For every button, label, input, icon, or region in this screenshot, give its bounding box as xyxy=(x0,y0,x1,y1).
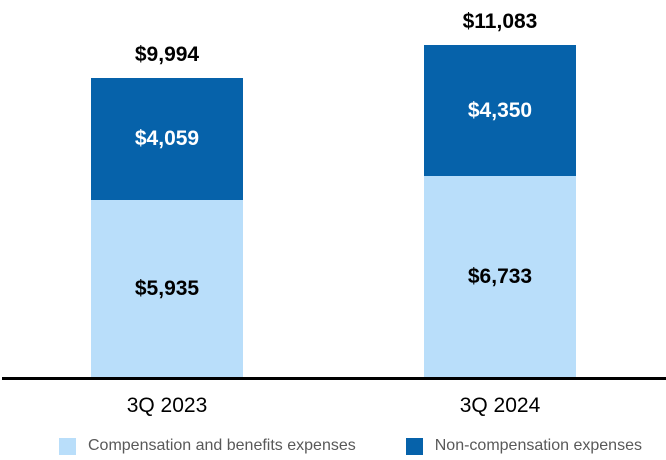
x-axis-label-3q2023: 3Q 2023 xyxy=(126,394,208,417)
segment-value-label: $5,935 xyxy=(134,277,200,300)
legend-item-compensation: Compensation and benefits expenses xyxy=(59,437,356,455)
total-value-label-3q2023: $9,994 xyxy=(134,43,200,66)
segment-value-label: $6,733 xyxy=(467,265,533,288)
legend-swatch-compensation-icon xyxy=(59,437,76,455)
bar-3q-2023: $9,994 $4,059 $5,935 xyxy=(91,43,243,378)
compensation-segment-3q2023: $5,935 xyxy=(91,200,243,378)
total-value-label-3q2024: $11,083 xyxy=(462,10,538,33)
legend-item-non-compensation: Non-compensation expenses xyxy=(405,437,642,455)
segment-value-label: $4,059 xyxy=(134,127,200,150)
legend-label-compensation: Compensation and benefits expenses xyxy=(88,437,356,454)
segment-value-label: $4,350 xyxy=(467,98,533,122)
non-compensation-segment-3q2023: $4,059 xyxy=(91,78,243,200)
bar-3q-2024: $11,083 $4,350 $6,733 xyxy=(424,10,576,378)
legend: Compensation and benefits expenses Non-c… xyxy=(59,437,642,455)
legend-label-non-compensation: Non-compensation expenses xyxy=(434,437,642,454)
x-axis-line xyxy=(2,377,666,380)
non-compensation-segment-3q2024: $4,350 xyxy=(424,45,576,176)
x-axis-label-3q2024: 3Q 2024 xyxy=(459,394,541,417)
compensation-segment-3q2024: $6,733 xyxy=(424,176,576,378)
legend-swatch-non-compensation-icon xyxy=(405,437,423,455)
